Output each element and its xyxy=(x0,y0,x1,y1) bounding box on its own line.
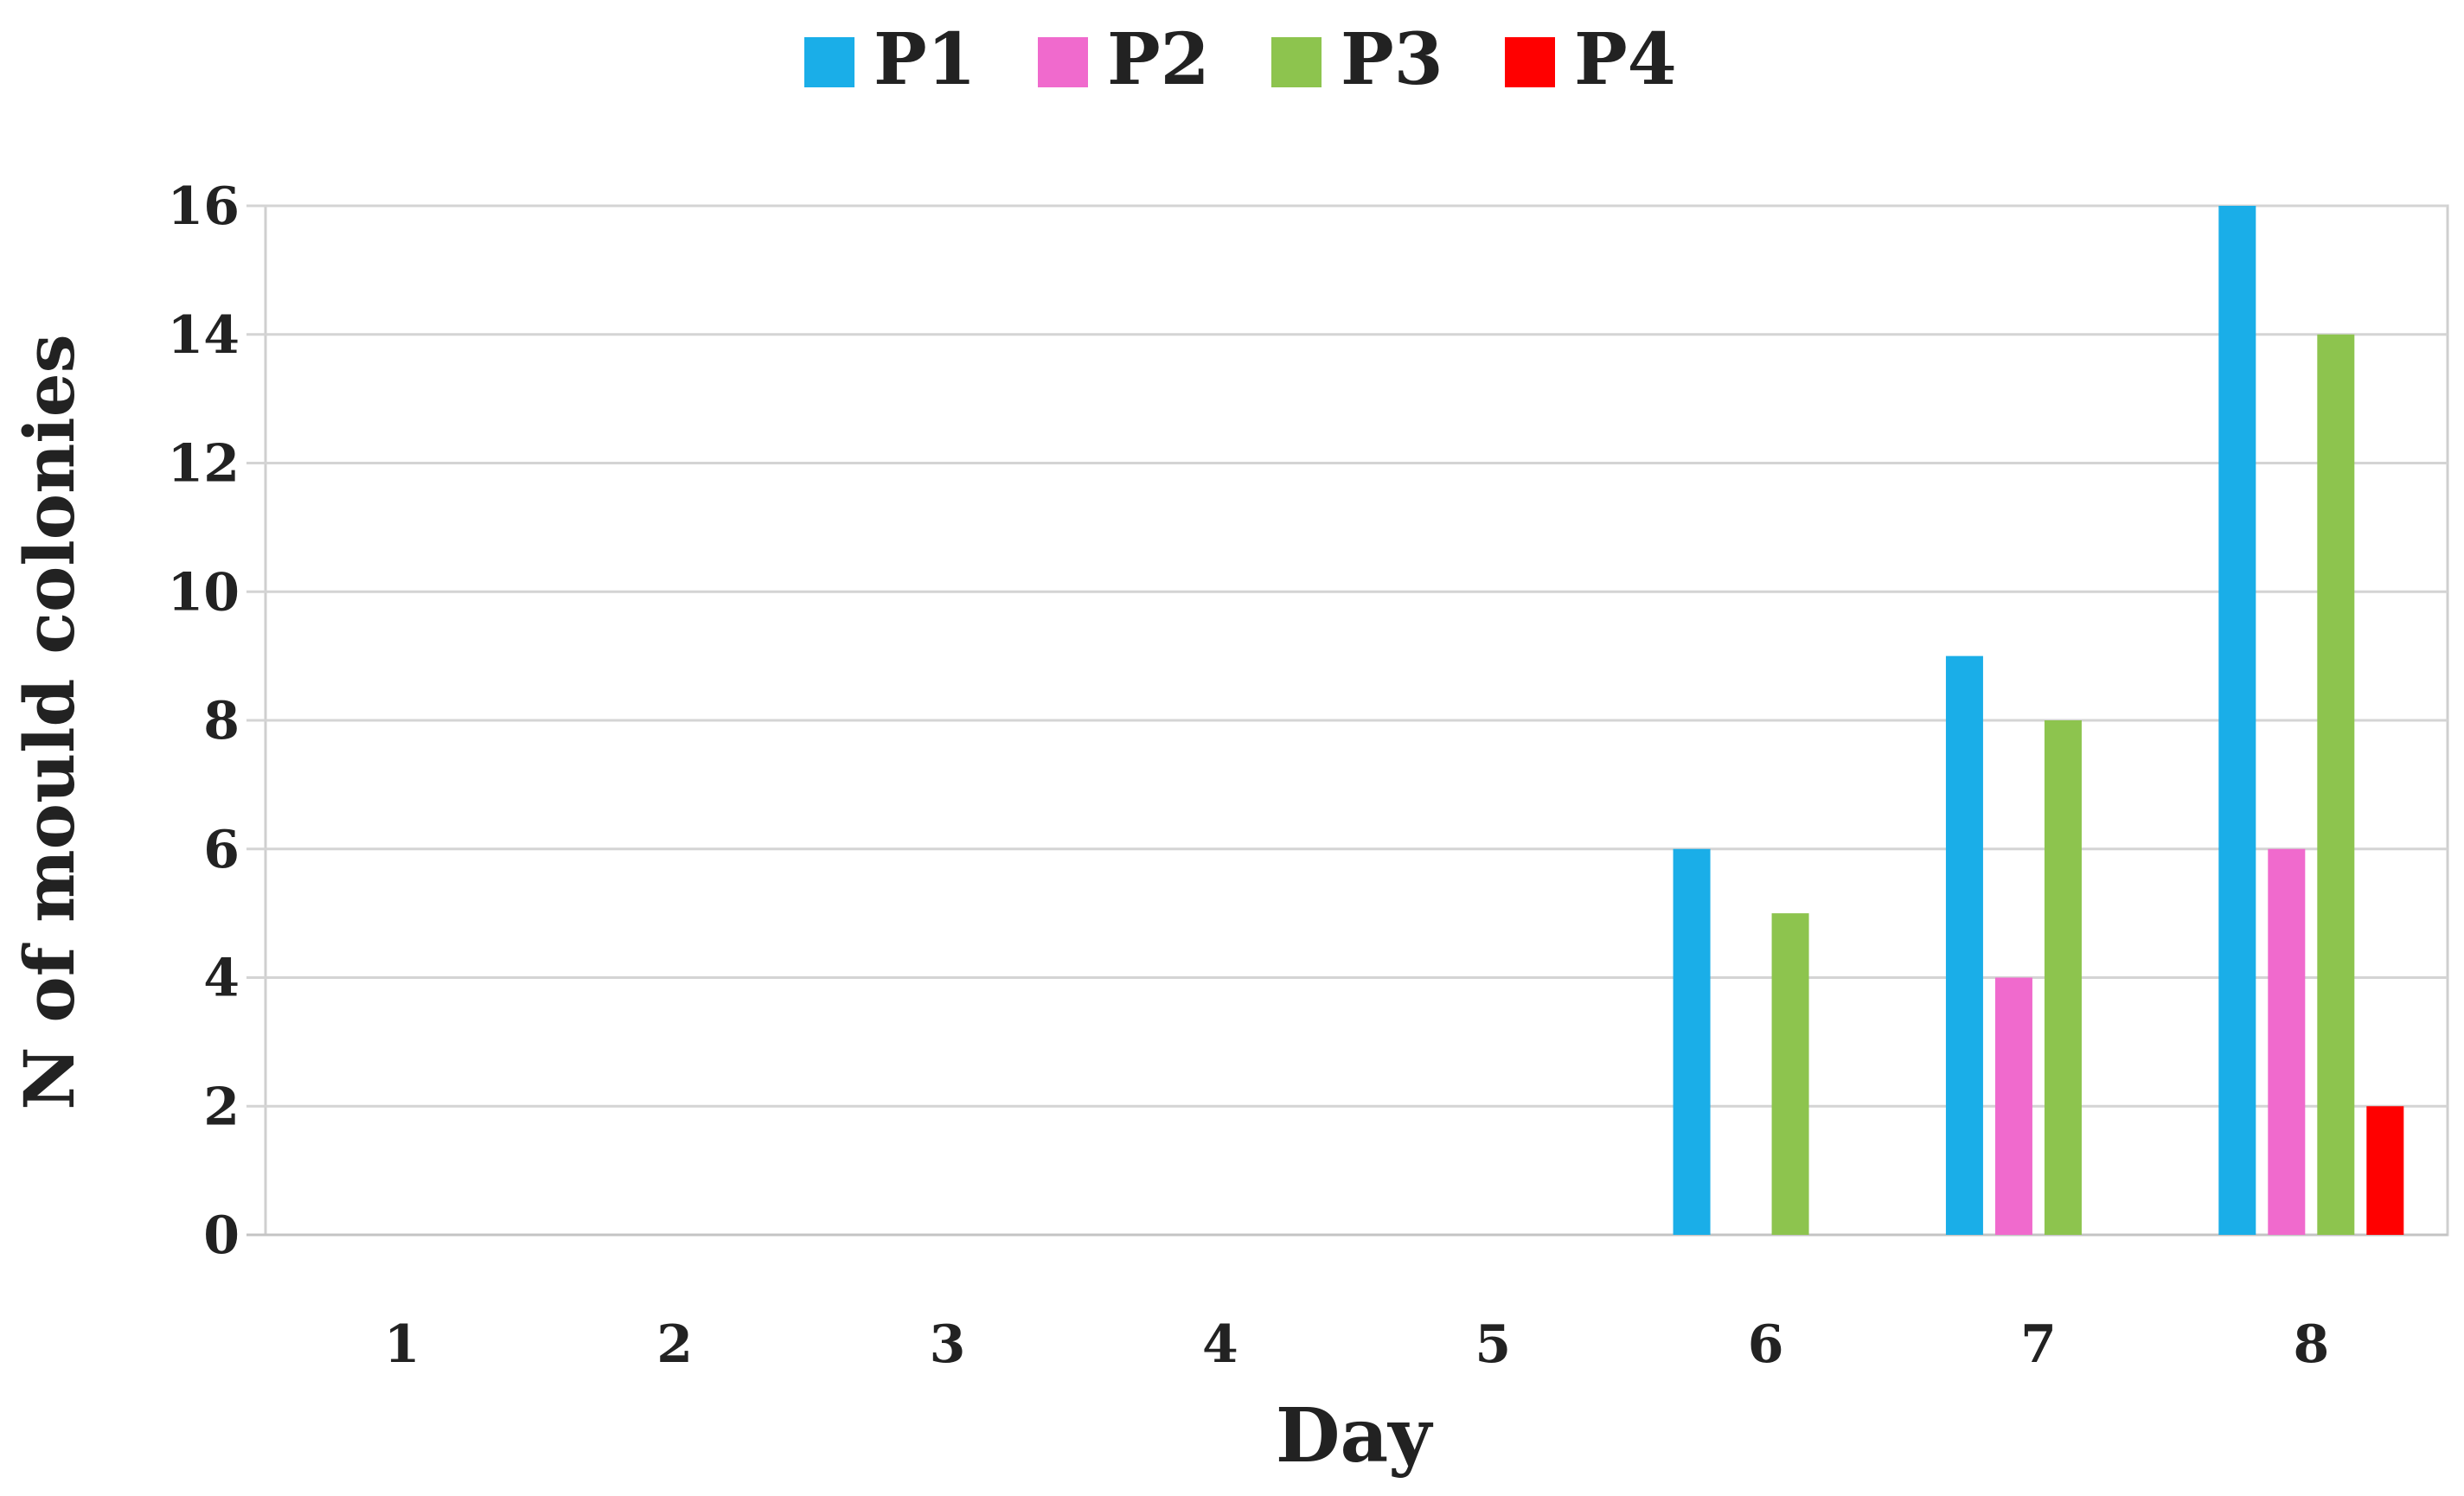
y-axis: 0 2 4 6 8 10 12 14 16 xyxy=(168,176,240,1266)
y-tick-label: 14 xyxy=(168,305,240,366)
bars xyxy=(1673,206,2404,1235)
y-axis-title: N of mould colonies xyxy=(9,334,90,1109)
y-tick-label: 0 xyxy=(203,1205,240,1266)
bar-p3-day-7 xyxy=(2044,720,2082,1235)
x-tick-label: 6 xyxy=(1748,1314,1784,1375)
y-tick-label: 10 xyxy=(168,562,240,623)
x-tick-label: 7 xyxy=(2020,1314,2057,1375)
legend-swatch-p1 xyxy=(804,37,854,87)
legend-swatch-p4 xyxy=(1505,37,1555,87)
legend-label-p1: P1 xyxy=(874,18,976,101)
legend-swatch-p2 xyxy=(1038,37,1088,87)
y-tick-label: 2 xyxy=(203,1077,240,1137)
legend-label-p3: P3 xyxy=(1341,18,1443,101)
x-axis: 1 2 3 4 5 6 7 8 xyxy=(384,1314,2329,1375)
legend-label-p4: P4 xyxy=(1574,18,1677,101)
legend-swatch-p3 xyxy=(1271,37,1322,87)
x-tick-label: 5 xyxy=(1475,1314,1511,1375)
y-tick-label: 6 xyxy=(203,820,240,880)
x-axis-title: Day xyxy=(1276,1392,1434,1480)
y-tick-label: 4 xyxy=(203,949,240,1009)
x-tick-label: 3 xyxy=(930,1314,966,1375)
bar-p2-day-8 xyxy=(2268,848,2306,1235)
bar-p4-day-8 xyxy=(2366,1106,2404,1235)
bar-p3-day-8 xyxy=(2317,334,2355,1235)
bar-p1-day-8 xyxy=(2218,206,2256,1235)
x-tick-label: 1 xyxy=(384,1314,420,1375)
x-tick-label: 8 xyxy=(2293,1314,2329,1375)
bar-p2-day-7 xyxy=(1994,977,2032,1235)
bar-p1-day-6 xyxy=(1673,848,1711,1235)
bar-p3-day-6 xyxy=(1771,913,1809,1235)
y-tick-label: 8 xyxy=(203,691,240,751)
y-tick-label: 12 xyxy=(168,434,240,495)
y-tick-label: 16 xyxy=(168,176,240,237)
x-tick-label: 2 xyxy=(656,1314,693,1375)
x-tick-label: 4 xyxy=(1202,1314,1238,1375)
plot-area xyxy=(246,204,2449,1237)
legend: P1 P2 P3 P4 xyxy=(804,18,1677,101)
legend-label-p2: P2 xyxy=(1107,18,1210,101)
bar-p1-day-7 xyxy=(1945,655,1983,1235)
